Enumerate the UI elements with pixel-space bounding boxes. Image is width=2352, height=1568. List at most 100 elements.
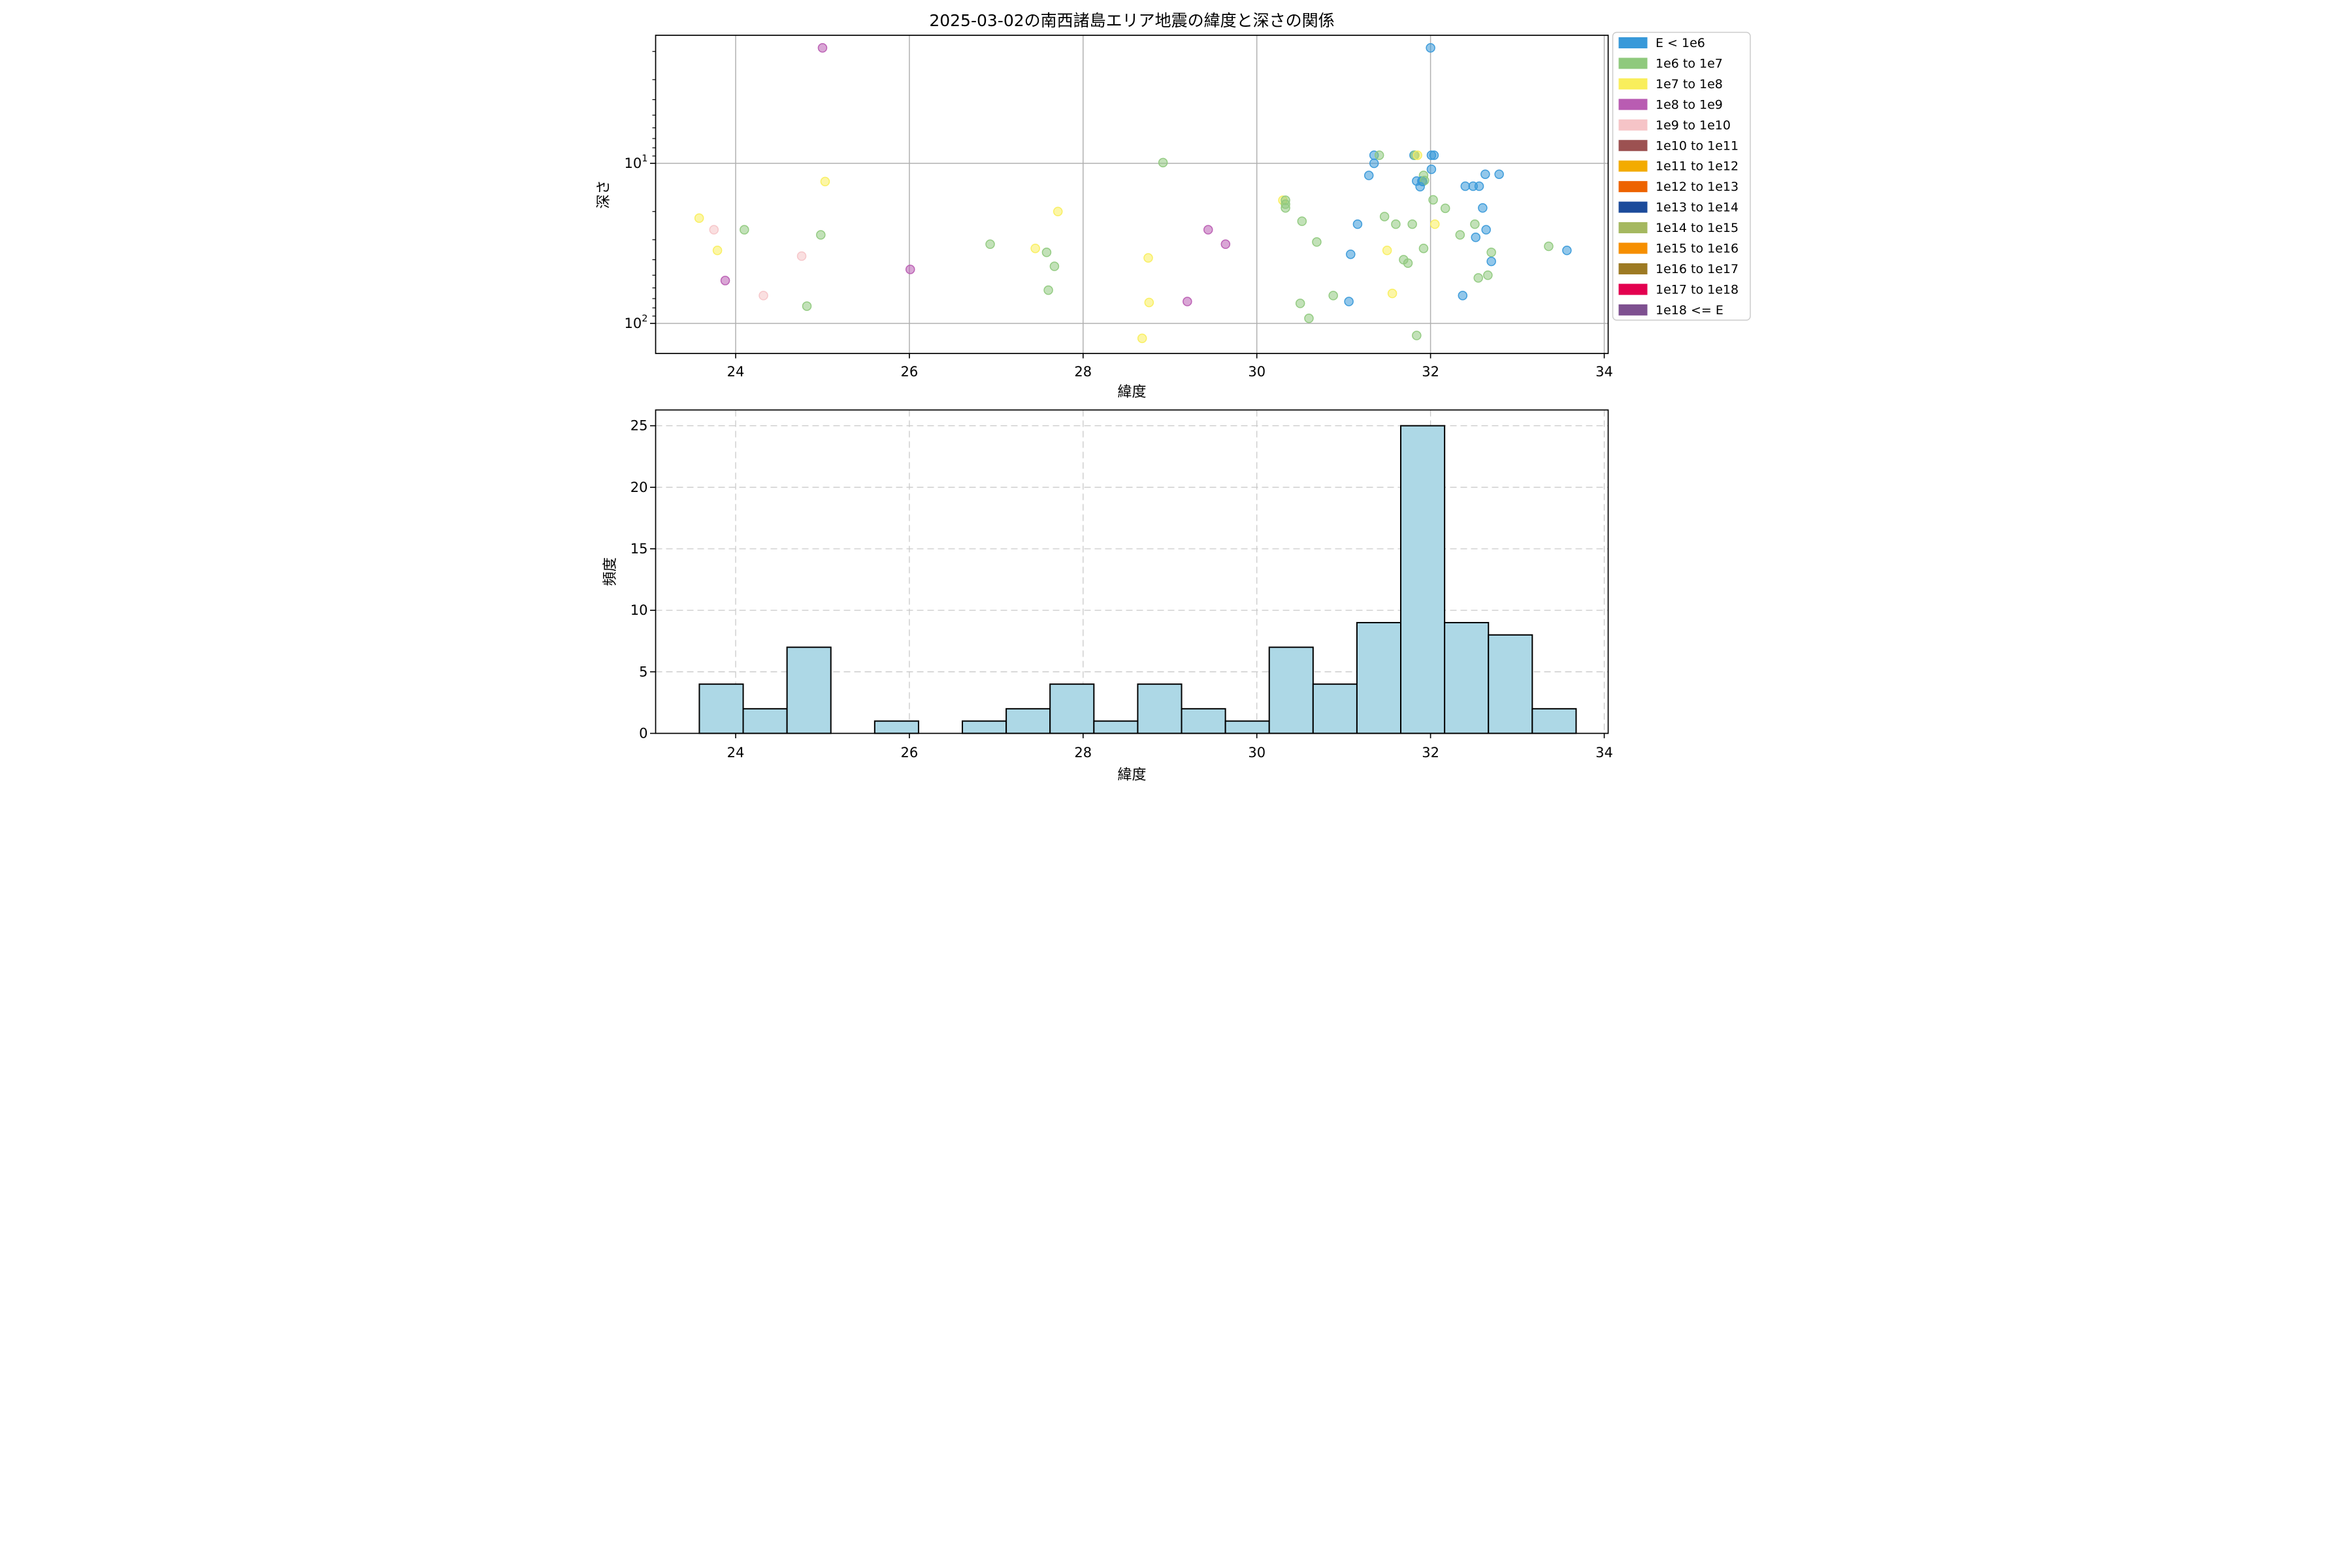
histogram-bar bbox=[1268, 646, 1314, 734]
scatter-point bbox=[1304, 314, 1314, 323]
legend-box: E < 1e6 1e6 to 1e7 1e7 to 1e8 1e8 to 1e9 1e9… bbox=[1612, 31, 1751, 321]
scatter-point bbox=[1455, 230, 1465, 240]
scatter-point bbox=[1364, 171, 1374, 180]
histogram-x-tick-label: 32 bbox=[1422, 745, 1439, 760]
legend-entry: 1e7 to 1e8 bbox=[1618, 77, 1723, 91]
chart-svg: 2025-03-02の南西諸島エリア地震の緯度と深さの関係 24 26 28 30 32… bbox=[588, 0, 1764, 784]
legend-entry: 1e9 to 1e10 bbox=[1618, 118, 1731, 133]
legend-label: 1e15 to 1e16 bbox=[1656, 242, 1739, 256]
legend-entry: 1e13 to 1e14 bbox=[1618, 201, 1739, 215]
scatter-point bbox=[820, 176, 830, 187]
scatter-point bbox=[1486, 256, 1496, 267]
scatter-point bbox=[1415, 182, 1425, 192]
scatter-point bbox=[1486, 248, 1496, 257]
histogram-y-tick-label: 25 bbox=[630, 418, 648, 434]
scatter-point bbox=[1494, 169, 1504, 179]
scatter-point bbox=[1480, 169, 1490, 179]
scatter-point bbox=[1374, 150, 1384, 160]
scatter-point bbox=[1483, 270, 1493, 280]
scatter-point bbox=[1030, 243, 1040, 253]
legend-swatch bbox=[1618, 119, 1648, 131]
histogram-bar bbox=[698, 683, 744, 734]
scatter-point bbox=[1413, 150, 1422, 160]
scatter-point bbox=[1352, 219, 1363, 229]
legend-label: 1e7 to 1e8 bbox=[1656, 77, 1723, 91]
scatter-point bbox=[759, 291, 768, 301]
scatter-point bbox=[1473, 273, 1483, 283]
scatter-xaxis-label: 緯度 bbox=[1117, 384, 1146, 400]
scatter-point bbox=[802, 301, 812, 311]
scatter-point bbox=[1418, 243, 1429, 253]
scatter-point bbox=[1426, 164, 1437, 174]
scatter-point bbox=[740, 225, 749, 235]
scatter-point bbox=[1369, 158, 1379, 169]
scatter-point bbox=[985, 239, 995, 250]
legend-label: 1e18 <= E bbox=[1656, 303, 1723, 318]
legend-frame bbox=[1612, 31, 1751, 321]
legend-swatch bbox=[1618, 201, 1648, 213]
scatter-point bbox=[1403, 258, 1413, 268]
histogram-y-tick-label: 20 bbox=[630, 480, 648, 495]
legend-swatch bbox=[1618, 222, 1648, 234]
legend-label: 1e12 to 1e13 bbox=[1656, 180, 1739, 194]
histogram-bar bbox=[1224, 720, 1270, 734]
scatter-point bbox=[1049, 261, 1060, 271]
legend-swatch bbox=[1618, 263, 1648, 274]
figure-title: 2025-03-02の南西諸島エリア地震の緯度と深さの関係 bbox=[929, 11, 1334, 30]
legend-swatch bbox=[1618, 78, 1648, 90]
scatter-point bbox=[1460, 181, 1471, 191]
scatter-yaxis-label: 深さ bbox=[596, 180, 612, 208]
histogram-bar bbox=[1181, 708, 1226, 734]
legend-label: 1e14 to 1e15 bbox=[1656, 221, 1739, 235]
scatter-point bbox=[1043, 285, 1053, 295]
scatter-point bbox=[1346, 249, 1356, 259]
scatter-x-tick-label: 24 bbox=[727, 364, 745, 380]
histogram-y-tick-label: 0 bbox=[639, 726, 647, 742]
legend-swatch bbox=[1618, 181, 1648, 193]
histogram-x-tick-label: 28 bbox=[1074, 745, 1092, 760]
histogram-yaxis-label: 頻度 bbox=[602, 557, 619, 586]
histogram-y-tick-label: 10 bbox=[630, 602, 648, 618]
figure: 2025-03-02の南西諸島エリア地震の緯度と深さの関係 24 26 28 30 32… bbox=[588, 0, 1764, 784]
histogram-bar bbox=[1093, 720, 1139, 734]
scatter-point bbox=[1379, 212, 1390, 221]
scatter-point bbox=[1470, 219, 1480, 229]
scatter-point bbox=[1312, 237, 1322, 247]
scatter-point bbox=[1428, 195, 1438, 205]
legend-swatch bbox=[1618, 99, 1648, 110]
scatter-point bbox=[1295, 299, 1305, 308]
histogram-bar bbox=[962, 720, 1007, 734]
scatter-point bbox=[816, 230, 826, 240]
legend-label: 1e10 to 1e11 bbox=[1656, 139, 1739, 153]
legend-label: 1e9 to 1e10 bbox=[1656, 118, 1731, 133]
legend-swatch bbox=[1618, 304, 1648, 316]
histogram-xaxis-label: 緯度 bbox=[1117, 767, 1146, 783]
figure-background bbox=[588, 0, 1764, 784]
scatter-point bbox=[1297, 216, 1307, 226]
scatter-point bbox=[1440, 203, 1450, 214]
legend-label: 1e11 to 1e12 bbox=[1656, 159, 1739, 174]
scatter-point bbox=[1412, 331, 1422, 340]
scatter-point bbox=[1429, 150, 1439, 160]
scatter-x-tick-label: 28 bbox=[1074, 364, 1092, 380]
legend-entry: 1e14 to 1e15 bbox=[1618, 221, 1739, 235]
scatter-point bbox=[1562, 246, 1572, 255]
scatter-point bbox=[1143, 253, 1153, 263]
histogram-y-tick-label: 5 bbox=[639, 664, 647, 679]
scatter-point bbox=[1220, 239, 1231, 250]
legend-label: 1e17 to 1e18 bbox=[1656, 282, 1739, 297]
scatter-point bbox=[1471, 233, 1480, 242]
scatter-y-tick-label: 101 bbox=[625, 154, 648, 171]
scatter-x-tick-label: 32 bbox=[1422, 364, 1439, 380]
legend-entry: 1e12 to 1e13 bbox=[1618, 180, 1739, 194]
scatter-point bbox=[1382, 246, 1392, 255]
scatter-point bbox=[1344, 297, 1354, 306]
scatter-point bbox=[1183, 297, 1192, 306]
scatter-point bbox=[1478, 203, 1488, 213]
histogram-bar bbox=[1312, 683, 1358, 734]
scatter-x-tick-label: 34 bbox=[1595, 364, 1613, 380]
legend-label: 1e6 to 1e7 bbox=[1656, 56, 1723, 71]
scatter-point bbox=[1053, 206, 1063, 217]
scatter-x-tick-label: 26 bbox=[901, 364, 919, 380]
scatter-point bbox=[1391, 219, 1401, 229]
